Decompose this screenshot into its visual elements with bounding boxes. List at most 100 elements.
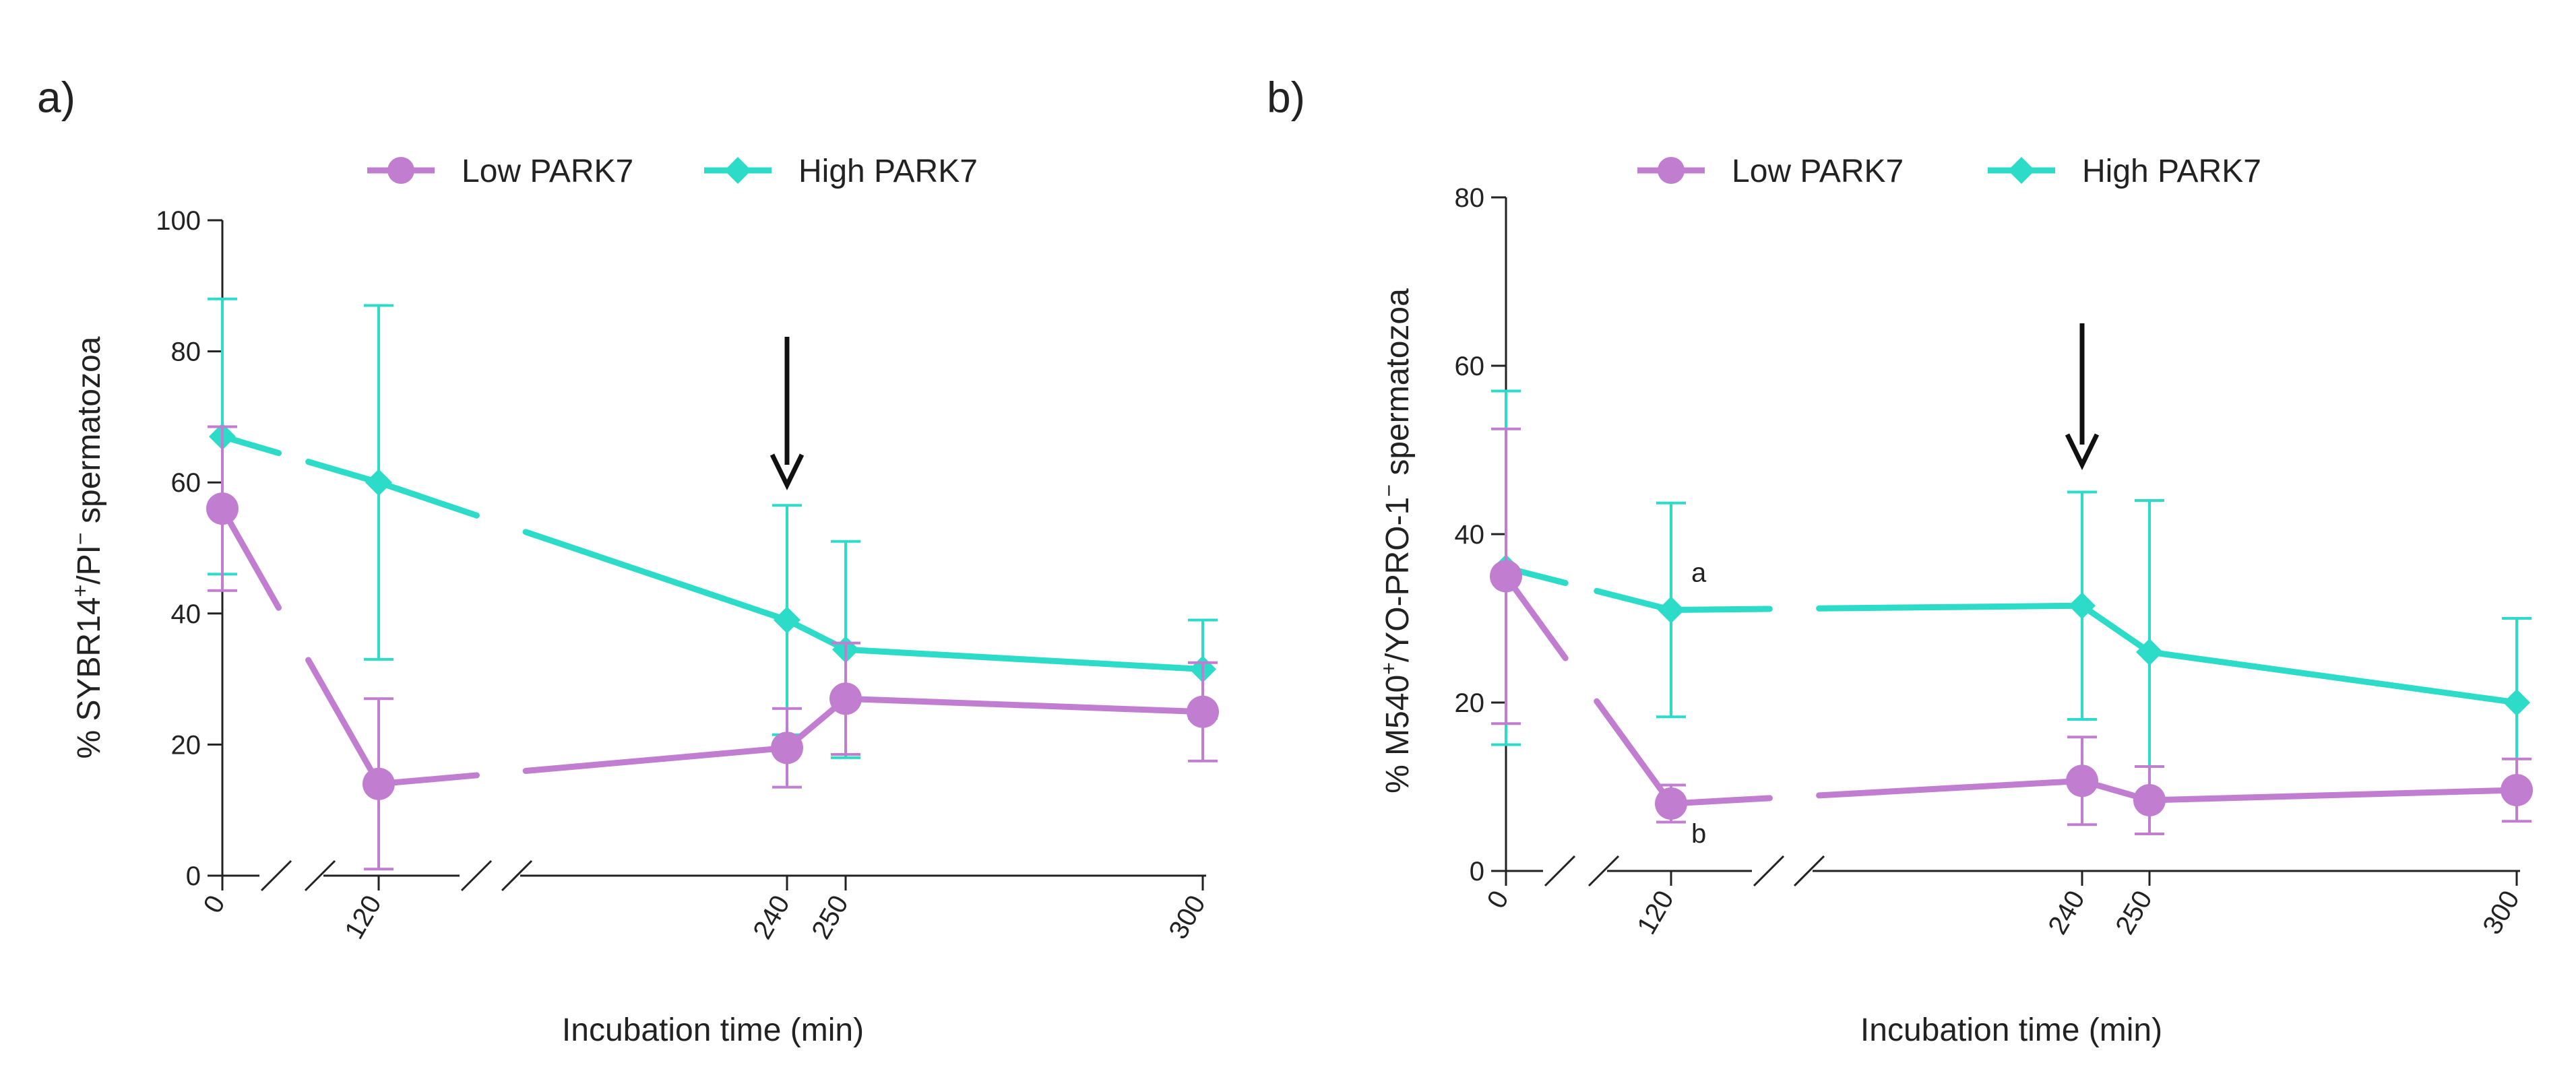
x-tick-label: 240 (2042, 886, 2090, 940)
axis-break-mark (1753, 855, 1785, 887)
data-point (829, 682, 862, 715)
y-tick-label: 40 (1455, 520, 1485, 550)
data-point (206, 492, 239, 525)
y-tick-label: 80 (171, 337, 201, 367)
series-line-segment (842, 646, 1206, 673)
y-tick-label: 40 (171, 599, 201, 629)
axis-break-mark (1588, 855, 1620, 887)
series-line-segment (219, 505, 282, 611)
arrow-head (2065, 433, 2100, 470)
series-line-segment (375, 479, 480, 519)
series-line-segment (1594, 698, 1674, 807)
legend-low-marker (1658, 157, 1685, 184)
series-line-segment (784, 617, 849, 653)
panel-label: a) (37, 73, 75, 121)
data-point (363, 767, 395, 800)
x-tick-label: 300 (2477, 886, 2525, 940)
data-point (1658, 596, 1685, 624)
y-axis-title: % SYBR14+/PI− spermatozoa (68, 336, 107, 758)
legend-high-label: High PARK7 (798, 154, 978, 189)
y-axis-title-part: /YO-PRO-1 (1380, 497, 1416, 662)
y-tick-label: 20 (171, 730, 201, 760)
y-tick-label: 0 (1470, 857, 1484, 886)
y-tick-label: 20 (1455, 688, 1485, 718)
data-point (2066, 765, 2098, 798)
axis-break-mark (304, 859, 336, 892)
data-point (774, 606, 800, 634)
data-point (2501, 774, 2533, 806)
y-tick-label: 80 (1455, 183, 1485, 213)
series-low (1490, 427, 2533, 835)
x-tick-label: 300 (1163, 890, 1211, 944)
series-line-segment (305, 657, 382, 787)
series-line-segment (2079, 602, 2153, 655)
significance-letter: a (1691, 558, 1707, 587)
series-line-segment (2146, 787, 2520, 804)
y-tick-label: 60 (171, 468, 201, 498)
series-line-segment (1503, 573, 1569, 661)
data-point (365, 469, 392, 496)
arrow-head (769, 453, 805, 490)
x-tick-label: 240 (747, 890, 795, 944)
data-point (2136, 639, 2163, 666)
y-axis-title-part: /PI (71, 545, 107, 585)
series-line-segment (1668, 795, 1773, 807)
x-axis-title: Incubation time (min) (562, 1012, 864, 1048)
series-line-segment (2146, 649, 2520, 706)
data-point (1655, 787, 1687, 820)
y-tick-label: 60 (1455, 352, 1485, 381)
axis-break-mark (1544, 855, 1576, 887)
y-axis-title-superscript: − (68, 532, 92, 545)
legend-high-label: High PARK7 (2082, 154, 2261, 189)
series-low (206, 425, 1219, 871)
axis-break-mark (501, 859, 533, 892)
x-tick-label: 120 (339, 890, 387, 944)
x-tick-label: 250 (2110, 886, 2158, 940)
y-axis-title-part: % M540 (1380, 675, 1416, 793)
axis-break-mark (460, 859, 493, 892)
data-point (1187, 695, 1219, 728)
legend-high-marker (2008, 157, 2035, 184)
y-tick-label: 100 (156, 206, 201, 236)
data-point (2503, 689, 2530, 716)
series-line-segment (375, 772, 480, 787)
legend-high-marker (724, 157, 751, 184)
series-line-segment (522, 744, 790, 775)
significance-letter: b (1691, 819, 1706, 849)
x-tick-label: 0 (198, 890, 231, 918)
panel-label: b) (1267, 73, 1305, 121)
legend-low-label: Low PARK7 (1732, 154, 1904, 189)
series-line-segment (1594, 587, 1674, 613)
legend-low-marker (387, 157, 414, 184)
data-point (2133, 784, 2166, 816)
x-tick-label: 250 (806, 890, 854, 944)
series-line-segment (842, 695, 1206, 715)
series-line-segment (1816, 777, 2085, 799)
panel-a: a) Low PARK7 High PARK7 0 20 40 60 80 100 0 120 240… (37, 73, 1219, 1048)
series-line-segment (1816, 602, 2085, 612)
series-line-segment (1668, 606, 1773, 613)
y-tick-label: 0 (186, 862, 201, 891)
panel-b: b) Low PARK7 High PARK7 0 20 40 60 80 0 120 240 250… (1267, 73, 2533, 1048)
axis-break-mark (260, 859, 292, 892)
y-axis-title-part: % SYBR14 (71, 597, 107, 758)
series-line-segment (305, 459, 382, 486)
x-tick-label: 120 (1631, 886, 1679, 940)
x-axis-title: Incubation time (min) (1860, 1012, 2162, 1048)
axis-break-mark (1793, 855, 1825, 887)
series-high (208, 297, 1218, 759)
y-axis-title: % M540+/YO-PRO-1− spermatozoa (1377, 288, 1416, 793)
y-axis-title-superscript: − (1377, 484, 1401, 497)
data-point (771, 732, 803, 765)
series-line-segment (522, 529, 790, 624)
data-point (1490, 560, 1522, 593)
y-axis-title-superscript: + (68, 585, 92, 597)
y-axis-title-part: spermatozoa (1380, 288, 1416, 484)
data-point (2069, 592, 2096, 620)
y-axis-title-part: spermatozoa (71, 336, 107, 532)
x-tick-label: 0 (1482, 886, 1515, 913)
legend-low-label: Low PARK7 (462, 154, 633, 189)
series-high (1491, 389, 2532, 805)
y-axis-title-superscript: + (1377, 662, 1401, 675)
